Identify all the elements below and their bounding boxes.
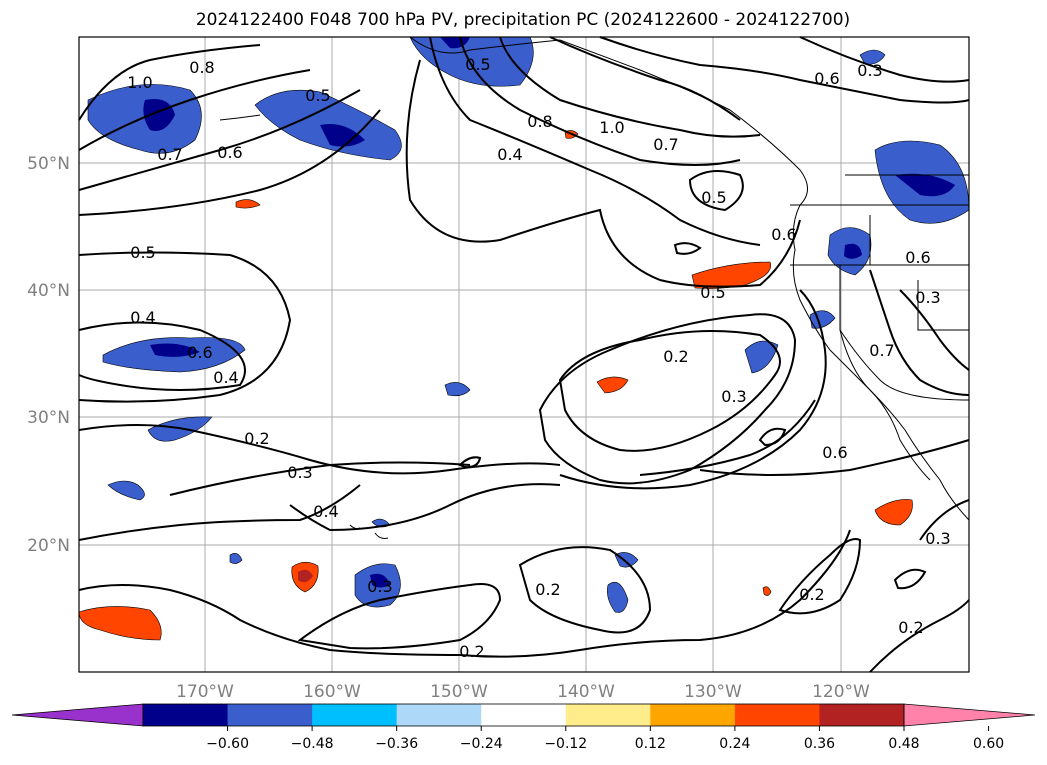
precip-blob bbox=[254, 89, 402, 161]
lon-label: 170°W bbox=[176, 682, 234, 702]
contour-label: 0.3 bbox=[287, 463, 312, 482]
lon-label: 140°W bbox=[557, 682, 615, 702]
figure-title: 2024122400 F048 700 hPa PV, precipitatio… bbox=[196, 10, 850, 30]
lon-label: 150°W bbox=[430, 682, 488, 702]
colorbar-bin bbox=[143, 704, 229, 726]
lat-label: 20°N bbox=[27, 536, 70, 556]
contour-label: 1.0 bbox=[599, 118, 624, 137]
contour-label: 0.5 bbox=[701, 188, 726, 207]
lat-label: 50°N bbox=[27, 154, 70, 174]
contour-label: 0.2 bbox=[459, 642, 484, 661]
colorbar-bin bbox=[650, 704, 736, 726]
precip-blob bbox=[291, 561, 319, 593]
colorbar: −0.60 −0.48 −0.36 −0.24 −0.12 0.12 0.24 0.36 0.4… bbox=[11, 703, 1036, 752]
longitude-labels: 170°W 160°W 150°W 140°W 130°W 120°W bbox=[176, 682, 870, 702]
colorbar-tick-label: −0.60 bbox=[206, 736, 249, 752]
colorbar-tick-label: −0.48 bbox=[291, 736, 334, 752]
colorbar-bin bbox=[481, 704, 567, 726]
contour-label: 0.3 bbox=[367, 577, 392, 596]
contour-label: 0.3 bbox=[925, 529, 950, 548]
colorbar-bin bbox=[565, 704, 651, 726]
colorbar-bin bbox=[396, 704, 482, 726]
contour-label: 0.8 bbox=[527, 112, 552, 131]
colorbar-tick-label: −0.36 bbox=[375, 736, 418, 752]
contour-label: 0.6 bbox=[217, 143, 242, 162]
contour-label: 0.5 bbox=[305, 86, 330, 105]
contour-label: 0.2 bbox=[799, 585, 824, 604]
contour-label: 0.4 bbox=[130, 308, 155, 327]
contour-label: 0.6 bbox=[814, 69, 839, 88]
precip-blob bbox=[614, 552, 639, 568]
contour-label: 0.4 bbox=[497, 145, 522, 164]
lat-label: 40°N bbox=[27, 281, 70, 301]
precip-blob bbox=[691, 261, 772, 289]
precip-blob bbox=[235, 199, 261, 209]
colorbar-outline bbox=[142, 703, 905, 727]
precip-blob bbox=[596, 376, 629, 394]
contour-label: 0.6 bbox=[822, 443, 847, 462]
colorbar-tick-label: 0.12 bbox=[635, 736, 666, 752]
colorbar-tick-label: 0.48 bbox=[888, 736, 919, 752]
colorbar-bin bbox=[312, 704, 398, 726]
lat-label: 30°N bbox=[27, 408, 70, 428]
precip-blob bbox=[78, 606, 162, 641]
precip-blob bbox=[607, 581, 629, 613]
colorbar-tick-label: −0.24 bbox=[460, 736, 503, 752]
precip-blob bbox=[107, 480, 145, 501]
contour-label: 0.4 bbox=[313, 502, 338, 521]
precip-blob bbox=[744, 340, 779, 374]
colorbar-tick-label: 0.60 bbox=[973, 736, 1004, 752]
lon-label: 130°W bbox=[684, 682, 742, 702]
precip-blob bbox=[87, 84, 202, 154]
contour-label: 0.2 bbox=[535, 580, 560, 599]
contour-label: 0.4 bbox=[213, 368, 238, 387]
lon-label: 120°W bbox=[812, 682, 870, 702]
contour-label: 0.7 bbox=[653, 135, 678, 154]
colorbar-extend-low bbox=[11, 703, 144, 727]
coastlines bbox=[219, 36, 970, 539]
contour-label: 0.5 bbox=[130, 243, 155, 262]
contour-label: 0.6 bbox=[905, 248, 930, 267]
contour-label: 1.0 bbox=[127, 73, 152, 92]
colorbar-bin bbox=[734, 704, 820, 726]
contour-label: 0.7 bbox=[157, 145, 182, 164]
contour-label: 0.5 bbox=[465, 55, 490, 74]
pv-contours bbox=[78, 36, 970, 673]
contour-label: 0.5 bbox=[700, 283, 725, 302]
precip-blob bbox=[444, 382, 471, 397]
contour-label: 0.7 bbox=[869, 341, 894, 360]
colorbar-extend-high bbox=[903, 703, 1036, 727]
precip-blob bbox=[229, 553, 243, 564]
contour-label: 0.3 bbox=[857, 61, 882, 80]
map-frame bbox=[78, 36, 970, 673]
colorbar-bin bbox=[227, 704, 313, 726]
colorbar-tick-label: −0.12 bbox=[544, 736, 587, 752]
colorbar-tick-label: 0.36 bbox=[804, 736, 835, 752]
lon-label: 160°W bbox=[303, 682, 361, 702]
contour-label: 0.6 bbox=[771, 225, 796, 244]
precip-blob bbox=[762, 586, 772, 596]
contour-label: 0.3 bbox=[915, 288, 940, 307]
colorbar-tick-label: 0.24 bbox=[719, 736, 750, 752]
contour-label: 0.2 bbox=[244, 429, 269, 448]
precip-blob bbox=[102, 337, 246, 373]
precip-blob bbox=[354, 563, 401, 608]
contour-label: 0.6 bbox=[187, 343, 212, 362]
contour-label: 0.2 bbox=[663, 347, 688, 366]
latitude-labels: 50°N 40°N 30°N 20°N bbox=[27, 154, 70, 556]
precip-blob bbox=[874, 499, 913, 526]
colorbar-bin bbox=[819, 704, 905, 726]
precip-blobs bbox=[78, 36, 970, 641]
contour-label: 0.8 bbox=[189, 58, 214, 77]
contour-label: 0.3 bbox=[721, 387, 746, 406]
contour-labels: 1.0 0.8 0.7 0.6 0.5 0.4 0.5 0.4 0.6 0.4 … bbox=[127, 55, 950, 661]
gridlines bbox=[79, 37, 969, 672]
map-panel: 1.0 0.8 0.7 0.6 0.5 0.4 0.5 0.4 0.6 0.4 … bbox=[78, 36, 970, 673]
contour-label: 0.2 bbox=[898, 618, 923, 637]
precip-blob bbox=[874, 140, 970, 224]
